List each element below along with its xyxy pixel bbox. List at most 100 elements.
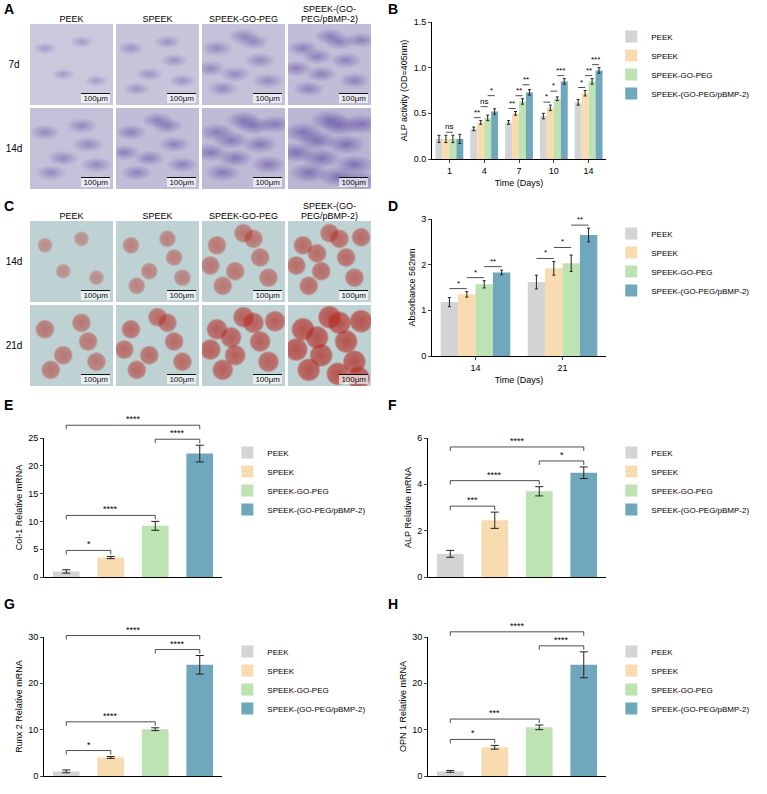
- svg-text:Time (Days): Time (Days): [495, 178, 544, 188]
- svg-text:30: 30: [28, 632, 38, 642]
- svg-text:*: *: [87, 539, 91, 549]
- svg-text:**: **: [490, 257, 496, 266]
- svg-text:20: 20: [28, 461, 38, 471]
- svg-text:PEEK: PEEK: [651, 33, 673, 42]
- svg-text:*: *: [560, 450, 564, 460]
- svg-text:0.5: 0.5: [414, 108, 427, 118]
- svg-text:25: 25: [28, 433, 38, 443]
- svg-text:14: 14: [470, 363, 480, 373]
- svg-text:SPEEK-GO-PEG: SPEEK-GO-PEG: [267, 487, 328, 496]
- svg-text:*: *: [474, 268, 477, 277]
- svg-text:SPEEK-(GO-PEG/pBMP-2): SPEEK-(GO-PEG/pBMP-2): [267, 506, 365, 515]
- svg-text:PEEK: PEEK: [267, 449, 289, 458]
- svg-text:10: 10: [28, 517, 38, 527]
- svg-text:SPEEK-GO-PEG: SPEEK-GO-PEG: [651, 686, 712, 695]
- svg-text:20: 20: [412, 678, 422, 688]
- svg-text:**: **: [516, 86, 522, 95]
- svg-text:***: ***: [556, 66, 565, 75]
- svg-text:SPEEK: SPEEK: [267, 667, 294, 676]
- svg-text:**: **: [523, 75, 529, 84]
- svg-text:*: *: [545, 92, 548, 101]
- svg-text:Col-1 Relative mRNA: Col-1 Relative mRNA: [14, 465, 24, 551]
- svg-text:1.5: 1.5: [414, 17, 427, 27]
- svg-text:21: 21: [557, 363, 567, 373]
- svg-text:PEEK: PEEK: [651, 449, 673, 458]
- svg-text:SPEEK: SPEEK: [267, 468, 294, 477]
- svg-text:4: 4: [417, 479, 422, 489]
- svg-text:14: 14: [584, 166, 594, 176]
- svg-text:*: *: [490, 86, 493, 95]
- svg-text:***: ***: [489, 708, 500, 718]
- svg-text:Runx 2 Relative mRNA: Runx 2 Relative mRNA: [14, 660, 24, 753]
- svg-text:**: **: [509, 99, 515, 108]
- svg-text:0: 0: [421, 351, 426, 361]
- svg-text:****: ****: [126, 625, 141, 635]
- svg-text:SPEEK-GO-PEG: SPEEK-GO-PEG: [651, 268, 712, 277]
- svg-text:***: ***: [591, 55, 600, 64]
- svg-text:*: *: [544, 248, 547, 257]
- svg-text:****: ****: [126, 414, 141, 424]
- svg-text:0: 0: [33, 572, 38, 582]
- svg-text:20: 20: [28, 678, 38, 688]
- svg-text:ALP Relative mRNA: ALP Relative mRNA: [403, 467, 413, 548]
- svg-text:*: *: [471, 728, 475, 738]
- svg-text:4: 4: [482, 166, 487, 176]
- svg-text:SPEEK-(GO-PEG/pBMP-2): SPEEK-(GO-PEG/pBMP-2): [651, 705, 749, 714]
- svg-text:SPEEK: SPEEK: [651, 52, 678, 61]
- svg-text:10: 10: [28, 725, 38, 735]
- svg-text:****: ****: [170, 639, 185, 649]
- svg-text:1.0: 1.0: [414, 63, 427, 73]
- svg-text:SPEEK-(GO-PEG/pBMP-2): SPEEK-(GO-PEG/pBMP-2): [651, 90, 749, 99]
- svg-text:7: 7: [516, 166, 521, 176]
- svg-text:15: 15: [28, 489, 38, 499]
- svg-text:Absorbance 562nm: Absorbance 562nm: [407, 248, 417, 326]
- svg-text:PEEK: PEEK: [651, 230, 673, 239]
- svg-text:SPEEK-(GO-PEG/pBMP-2): SPEEK-(GO-PEG/pBMP-2): [651, 287, 749, 296]
- svg-text:****: ****: [510, 621, 525, 631]
- svg-text:0: 0: [417, 771, 422, 781]
- svg-text:SPEEK-GO-PEG: SPEEK-GO-PEG: [651, 71, 712, 80]
- svg-text:*: *: [87, 740, 91, 750]
- svg-text:10: 10: [549, 166, 559, 176]
- svg-text:10: 10: [412, 725, 422, 735]
- svg-text:1: 1: [447, 166, 452, 176]
- svg-text:SPEEK-(GO-PEG/pBMP-2): SPEEK-(GO-PEG/pBMP-2): [267, 705, 365, 714]
- svg-text:**: **: [474, 108, 480, 117]
- svg-text:****: ****: [487, 470, 502, 480]
- svg-text:5: 5: [33, 544, 38, 554]
- svg-text:**: **: [586, 66, 592, 75]
- svg-text:ns: ns: [480, 97, 488, 106]
- svg-text:SPEEK-GO-PEG: SPEEK-GO-PEG: [267, 686, 328, 695]
- svg-text:*: *: [457, 279, 460, 288]
- svg-text:30: 30: [412, 632, 422, 642]
- svg-text:PEEK: PEEK: [651, 648, 673, 657]
- svg-text:OPN 1 Relative mRNA: OPN 1 Relative mRNA: [398, 661, 408, 752]
- svg-text:SPEEK: SPEEK: [651, 249, 678, 258]
- svg-text:0: 0: [417, 572, 422, 582]
- svg-text:6: 6: [417, 433, 422, 443]
- svg-text:ALP activity (OD=405nm): ALP activity (OD=405nm): [399, 40, 409, 142]
- svg-text:SPEEK-GO-PEG: SPEEK-GO-PEG: [651, 487, 712, 496]
- svg-text:*: *: [552, 81, 555, 90]
- svg-text:2: 2: [417, 526, 422, 536]
- svg-text:****: ****: [510, 436, 525, 446]
- svg-text:SPEEK-(GO-PEG/pBMP-2): SPEEK-(GO-PEG/pBMP-2): [651, 506, 749, 515]
- svg-text:PEEK: PEEK: [267, 648, 289, 657]
- svg-text:2: 2: [421, 260, 426, 270]
- svg-text:*: *: [561, 237, 564, 246]
- svg-text:***: ***: [467, 495, 478, 505]
- svg-text:****: ****: [103, 504, 118, 514]
- svg-text:**: **: [577, 215, 583, 224]
- svg-text:ns: ns: [445, 122, 453, 131]
- svg-text:*: *: [580, 78, 583, 87]
- svg-text:0: 0: [33, 771, 38, 781]
- svg-text:****: ****: [103, 711, 118, 721]
- svg-text:3: 3: [421, 214, 426, 224]
- svg-text:****: ****: [170, 428, 185, 438]
- svg-text:SPEEK: SPEEK: [651, 468, 678, 477]
- svg-text:1: 1: [421, 305, 426, 315]
- svg-text:****: ****: [554, 635, 569, 645]
- svg-text:Time (Days): Time (Days): [495, 375, 544, 385]
- svg-text:SPEEK: SPEEK: [651, 667, 678, 676]
- svg-text:0.0: 0.0: [414, 154, 427, 164]
